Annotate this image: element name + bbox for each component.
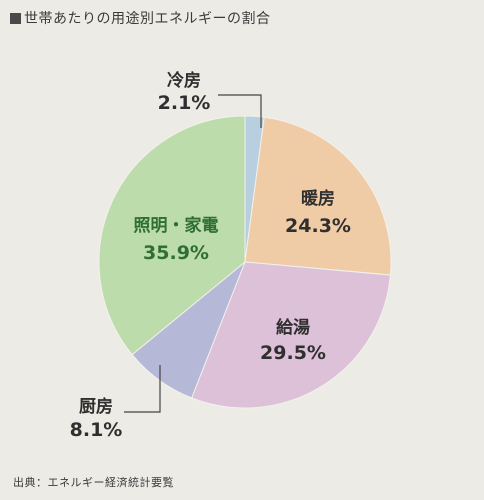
slice-hot-water — [190, 261, 391, 409]
slice-value-lighting-appliances: 35.9% — [143, 242, 209, 264]
leader-line-kitchen — [124, 365, 161, 413]
slice-lighting-appliances — [98, 115, 246, 356]
slice-value-cooling: 2.1% — [158, 92, 211, 114]
slice-heating — [244, 116, 392, 276]
chart-title-text: 世帯あたりの用途別エネルギーの割合 — [24, 11, 271, 27]
slice-label-hot-water: 給湯 — [276, 317, 310, 338]
slice-label-kitchen: 厨房 — [79, 396, 113, 417]
slice-value-heating: 24.3% — [285, 215, 351, 237]
slice-label-lighting-appliances: 照明・家電 — [134, 215, 219, 236]
slice-value-hot-water: 29.5% — [260, 342, 326, 364]
leader-line-cooling — [218, 94, 262, 128]
source-note: 出典：エネルギー経済統計要覧 — [13, 476, 174, 489]
slice-label-cooling: 冷房 — [167, 70, 201, 91]
chart-title: 世帯あたりの用途別エネルギーの割合 — [10, 8, 271, 28]
slice-label-heating: 暖房 — [301, 188, 335, 209]
title-square-icon — [10, 12, 21, 24]
slice-value-kitchen: 8.1% — [70, 419, 123, 441]
